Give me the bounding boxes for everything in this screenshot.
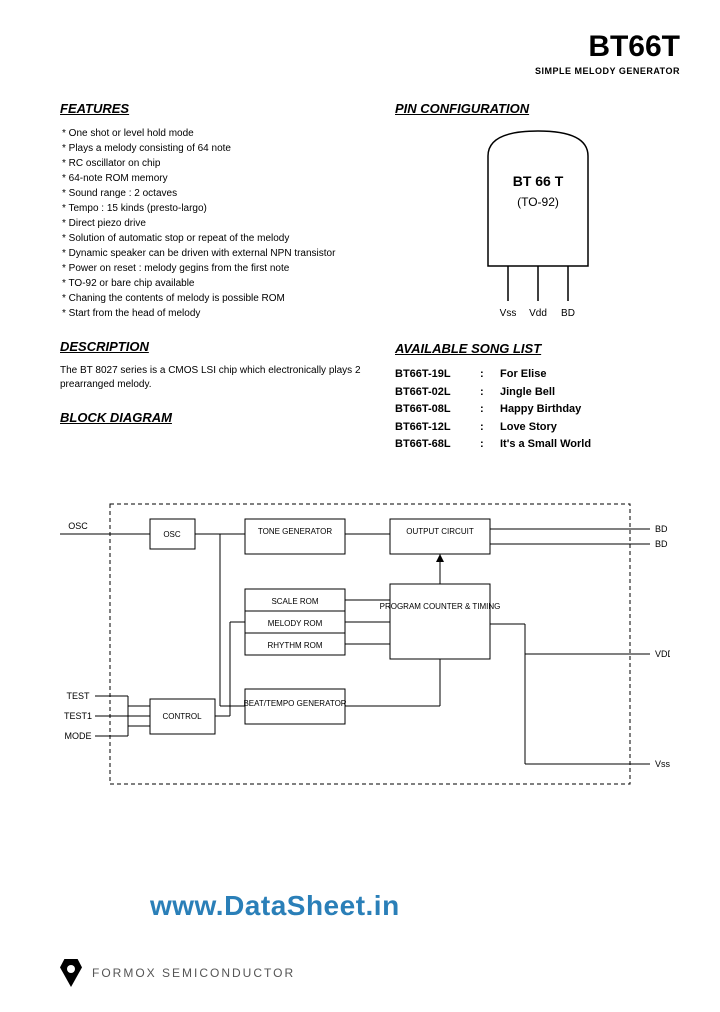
svg-text:Vdd: Vdd	[529, 308, 547, 319]
song-code: BT66T-12L	[395, 419, 480, 437]
feature-item: * Power on reset : melody gegins from th…	[60, 261, 375, 276]
song-code: BT66T-08L	[395, 401, 480, 419]
svg-text:OUTPUT CIRCUIT: OUTPUT CIRCUIT	[406, 527, 474, 536]
song-code: BT66T-02L	[395, 384, 480, 402]
song-row: BT66T-02L : Jingle Bell	[395, 384, 680, 402]
song-code: BT66T-19L	[395, 366, 480, 384]
svg-text:TONE GENERATOR: TONE GENERATOR	[258, 527, 332, 536]
feature-item: * Start from the head of melody	[60, 306, 375, 321]
svg-text:TEST: TEST	[66, 691, 90, 701]
logo-icon	[60, 959, 82, 987]
feature-item: * Solution of automatic stop or repeat o…	[60, 231, 375, 246]
feature-item: * Chaning the contents of melody is poss…	[60, 291, 375, 306]
pin-diagram: BT 66 T (TO-92) Vss Vdd BD	[458, 126, 618, 326]
svg-text:(TO-92): (TO-92)	[517, 195, 559, 209]
svg-text:BD: BD	[655, 539, 668, 549]
svg-text:VDD: VDD	[655, 649, 670, 659]
song-name: Jingle Bell	[500, 384, 555, 402]
pinconfig-heading: PIN CONFIGURATION	[395, 101, 680, 116]
description-heading: DESCRIPTION	[60, 339, 375, 354]
svg-text:Vss: Vss	[499, 308, 516, 319]
svg-text:OSC: OSC	[163, 530, 181, 539]
svg-text:MODE: MODE	[65, 731, 92, 741]
features-list: * One shot or level hold mode * Plays a …	[60, 126, 375, 321]
svg-text:Vss: Vss	[655, 759, 670, 769]
svg-text:TEST1: TEST1	[64, 711, 92, 721]
song-code: BT66T-68L	[395, 436, 480, 454]
features-heading: FEATURES	[60, 101, 375, 116]
song-name: It's a Small World	[500, 436, 591, 454]
svg-text:CONTROL: CONTROL	[162, 712, 202, 721]
footer: FORMOX SEMICONDUCTOR	[60, 959, 295, 987]
feature-item: * Dynamic speaker can be driven with ext…	[60, 246, 375, 261]
song-row: BT66T-12L : Love Story	[395, 419, 680, 437]
song-colon: :	[480, 366, 500, 384]
song-colon: :	[480, 384, 500, 402]
svg-text:RHYTHM ROM: RHYTHM ROM	[267, 641, 322, 650]
svg-text:BT 66 T: BT 66 T	[512, 173, 563, 189]
product-subtitle: SIMPLE MELODY GENERATOR	[60, 66, 680, 76]
feature-item: * RC oscillator on chip	[60, 156, 375, 171]
svg-text:BD: BD	[561, 308, 575, 319]
song-row: BT66T-19L : For Elise	[395, 366, 680, 384]
song-colon: :	[480, 401, 500, 419]
watermark: www.DataSheet.in	[150, 890, 400, 922]
feature-item: * One shot or level hold mode	[60, 126, 375, 141]
product-title: BT66T	[60, 30, 680, 64]
feature-item: * Plays a melody consisting of 64 note	[60, 141, 375, 156]
feature-item: * Direct piezo drive	[60, 216, 375, 231]
svg-text:OSC: OSC	[68, 521, 88, 531]
svg-text:SCALE ROM: SCALE ROM	[271, 597, 318, 606]
description-text: The BT 8027 series is a CMOS LSI chip wh…	[60, 364, 375, 392]
feature-item: * TO-92 or bare chip available	[60, 276, 375, 291]
song-list: BT66T-19L : For Elise BT66T-02L : Jingle…	[395, 366, 680, 454]
song-name: Love Story	[500, 419, 557, 437]
song-colon: :	[480, 436, 500, 454]
company-name: FORMOX SEMICONDUCTOR	[92, 966, 295, 980]
block-diagram: OSC OSC TONE GENERATOR OUTPUT CIRCUIT SC…	[50, 494, 670, 799]
feature-item: * Sound range : 2 octaves	[60, 186, 375, 201]
svg-text:MELODY ROM: MELODY ROM	[268, 619, 323, 628]
svg-text:BD: BD	[655, 524, 668, 534]
feature-item: * Tempo : 15 kinds (presto-largo)	[60, 201, 375, 216]
song-name: Happy Birthday	[500, 401, 581, 419]
song-name: For Elise	[500, 366, 546, 384]
songs-heading: AVAILABLE SONG LIST	[395, 341, 680, 356]
blockdiagram-heading: BLOCK DIAGRAM	[60, 410, 375, 425]
svg-text:BEAT/TEMPO GENERATOR: BEAT/TEMPO GENERATOR	[243, 699, 346, 708]
song-colon: :	[480, 419, 500, 437]
svg-text:PROGRAM COUNTER & TIMING: PROGRAM COUNTER & TIMING	[380, 602, 501, 611]
song-row: BT66T-68L : It's a Small World	[395, 436, 680, 454]
feature-item: * 64-note ROM memory	[60, 171, 375, 186]
song-row: BT66T-08L : Happy Birthday	[395, 401, 680, 419]
